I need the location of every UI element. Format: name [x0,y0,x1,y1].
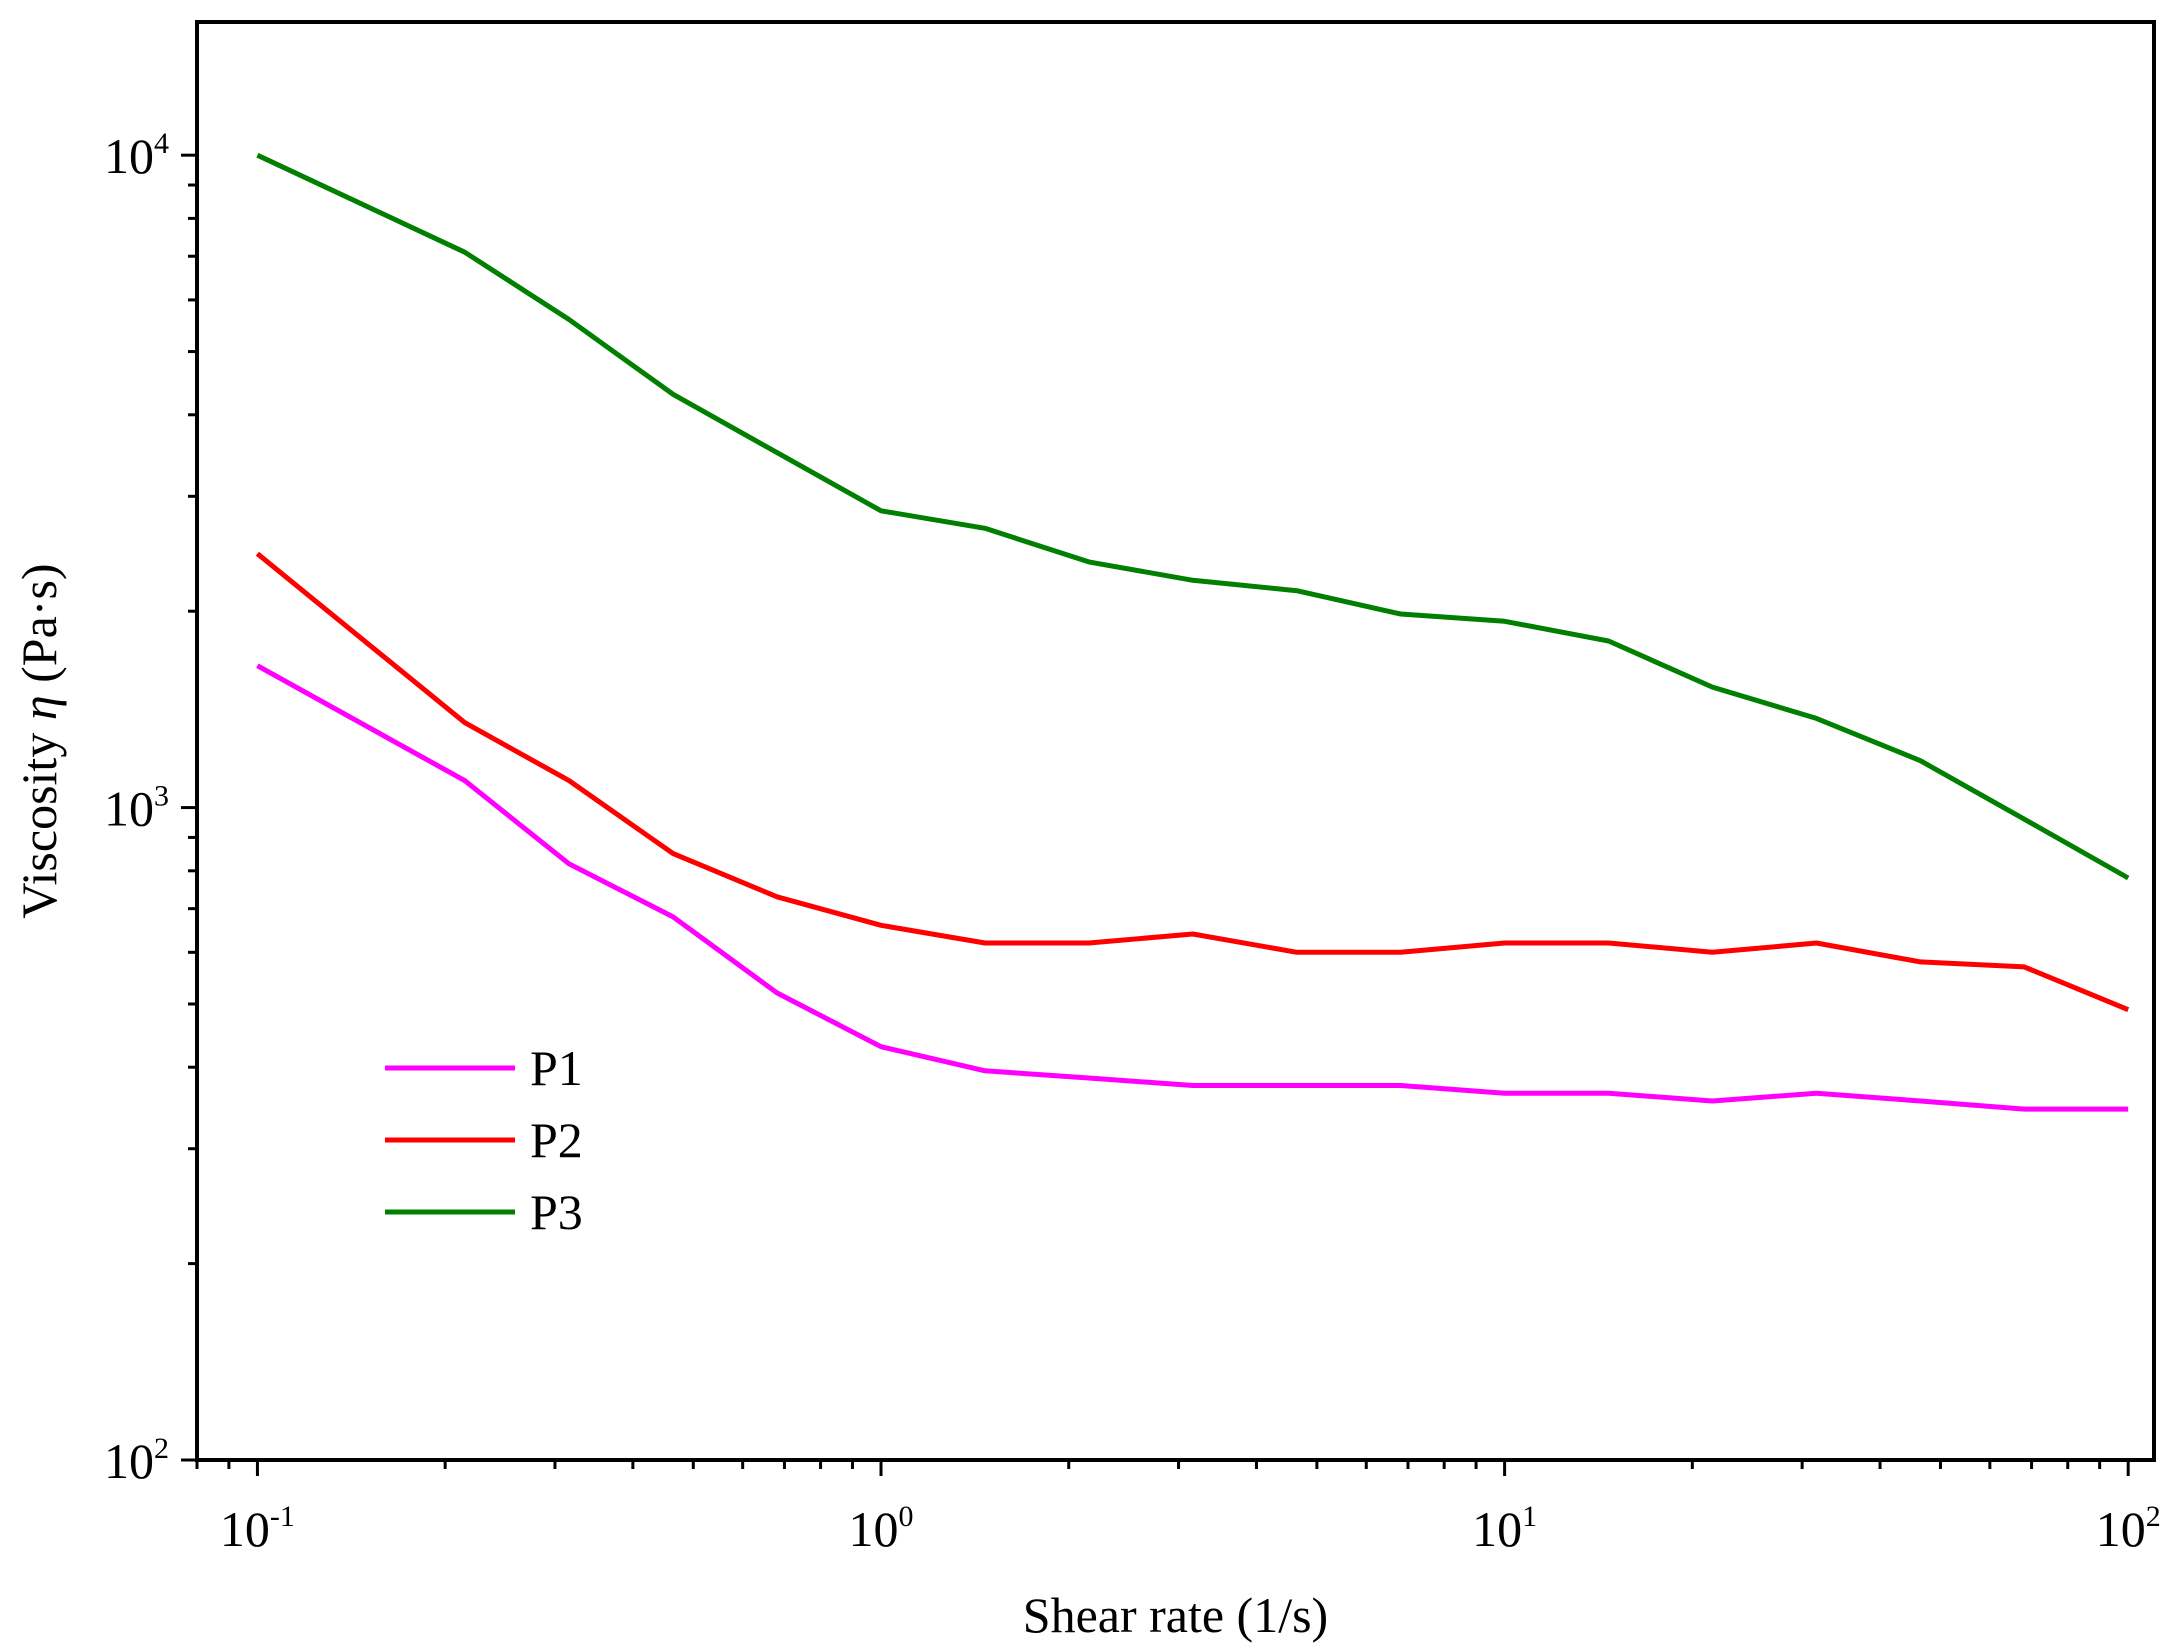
x-axis-title: Shear rate (1/s) [1023,1587,1328,1643]
y-axis-title-suffix: (Pa·s) [11,563,67,695]
x-tick-label: 100 [849,1500,914,1557]
plot-frame [195,20,2156,1462]
plot-area-border [195,20,2156,1462]
series-line-p3 [256,152,2130,881]
y-axis-title: Viscosity η (Pa·s) [11,563,67,918]
legend-item-p3: P3 [385,1184,583,1240]
legend-item-p2: P2 [385,1112,583,1168]
legend-label: P1 [530,1040,583,1096]
x-tick-label: 102 [2096,1500,2161,1557]
y-tick-label: 104 [104,127,169,184]
y-tick-label: 102 [104,1432,169,1489]
tick-labels: 10-1 100 101 102 102 103 104 [104,127,2161,1557]
axis-ticks [181,153,2130,1476]
legend-label: P3 [530,1184,583,1240]
y-tick-label: 103 [104,780,169,837]
x-tick-label: 101 [1472,1500,1537,1557]
legend-label: P2 [530,1112,583,1168]
y-axis-title-prefix: Viscosity [11,720,67,918]
x-tick-label: 10-1 [220,1500,295,1557]
legend: P1 P2 P3 [385,1040,583,1240]
legend-item-p1: P1 [385,1040,583,1096]
y-axis-title-symbol: η [11,695,67,720]
series-line-p2 [255,551,2130,1013]
series-line-p1 [256,663,2129,1112]
series-lines [255,152,2130,1112]
